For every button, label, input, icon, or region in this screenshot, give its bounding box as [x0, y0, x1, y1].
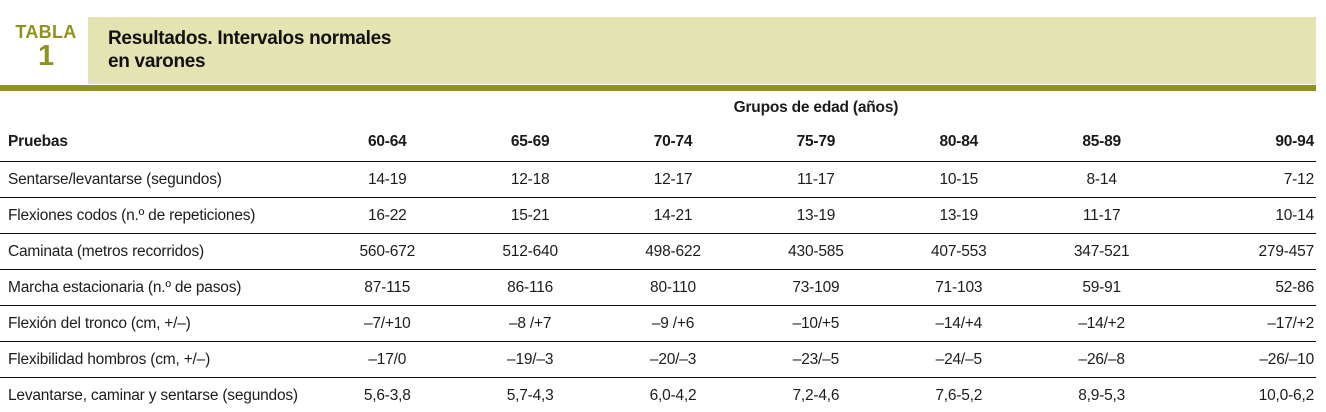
table-kicker: TABLA — [15, 22, 77, 42]
results-table: Grupos de edad (años) Pruebas 60-64 65-69 7… — [0, 91, 1316, 412]
value-cell: –26/–8 — [1030, 341, 1174, 378]
table-title-line-2: en varones — [108, 51, 206, 72]
table-row: Sentarse/levantarse (segundos) 14-19 12-18… — [0, 161, 1316, 198]
age-group-header: Grupos de edad (años) — [733, 99, 899, 116]
value-cell: 71-103 — [887, 269, 1031, 306]
column-header-age-90-94: 90-94 — [1173, 117, 1316, 162]
column-header-age-80-84: 80-84 — [887, 117, 1031, 162]
value-cell: 560-672 — [315, 233, 459, 270]
value-cell: –24/–5 — [887, 341, 1031, 378]
value-cell: 14-21 — [601, 197, 745, 234]
accent-rule — [0, 85, 1316, 91]
value-cell: 5,7-4,3 — [506, 386, 554, 404]
column-header-age-60-64: 60-64 — [315, 117, 459, 162]
value-cell: –7/+10 — [315, 305, 459, 342]
value-cell: –9 /+6 — [601, 305, 745, 342]
table-header: TABLA 1 Resultados. Intervalos normales … — [0, 0, 1326, 85]
value-cell: 10,0-6,2 — [1258, 386, 1314, 404]
table-row: Flexibilidad hombros (cm, +/–) –17/0 –19/–… — [0, 341, 1316, 378]
value-cell: 279-457 — [1173, 233, 1316, 270]
value-cell: 6,0-4,2 — [649, 386, 697, 404]
value-cell: –26/–10 — [1173, 341, 1316, 378]
table-row: Marcha estacionaria (n.º de pasos) 87-115… — [0, 269, 1316, 306]
column-header-age-75-79: 75-79 — [744, 117, 888, 162]
row-label: Flexiones codos (n.º de repeticiones) — [0, 197, 316, 234]
value-cell: –23/–5 — [744, 341, 888, 378]
value-cell: 59-91 — [1030, 269, 1174, 306]
value-cell: 11-17 — [744, 161, 888, 198]
value-cell: 12-17 — [601, 161, 745, 198]
value-cell: –19/–3 — [458, 341, 602, 378]
table-row: Caminata (metros recorridos) 560-672 512-6… — [0, 233, 1316, 270]
value-cell: 8,9-5,3 — [1078, 386, 1126, 404]
value-cell: 5,6-3,8 — [363, 386, 411, 404]
value-cell: 13-19 — [887, 197, 1031, 234]
value-cell: 7-12 — [1173, 161, 1316, 198]
column-header-age-65-69: 65-69 — [458, 117, 602, 162]
row-label: Marcha estacionaria (n.º de pasos) — [0, 269, 316, 306]
value-cell: 86-116 — [458, 269, 602, 306]
value-cell: 7,2-4,6 — [792, 386, 840, 404]
value-cell: –10/+5 — [744, 305, 888, 342]
row-label: Flexión del tronco (cm, +/–) — [0, 305, 316, 342]
value-cell: 14-19 — [315, 161, 459, 198]
value-cell: 52-86 — [1173, 269, 1316, 306]
value-cell: –14/+4 — [887, 305, 1031, 342]
column-header-age-85-89: 85-89 — [1030, 117, 1174, 162]
value-cell: 13-19 — [744, 197, 888, 234]
value-cell: –8 /+7 — [458, 305, 602, 342]
table-row: Flexión del tronco (cm, +/–) –7/+10 –8 /+7… — [0, 305, 1316, 342]
value-cell: 10-15 — [887, 161, 1031, 198]
value-cell: 10-14 — [1173, 197, 1316, 234]
value-cell: 7,6-5,2 — [935, 386, 983, 404]
value-cell: 8-14 — [1030, 161, 1174, 198]
value-cell: –14/+2 — [1030, 305, 1174, 342]
row-label: Caminata (metros recorridos) — [0, 233, 316, 270]
table-title-line-1: Resultados. Intervalos normales — [108, 28, 392, 49]
group-header-spacer — [0, 91, 316, 117]
table-row: Flexiones codos (n.º de repeticiones) 16-… — [0, 197, 1316, 234]
value-cell: 512-640 — [458, 233, 602, 270]
value-cell: –17/+2 — [1173, 305, 1316, 342]
title-band: Resultados. Intervalos normales en varon… — [88, 17, 1316, 84]
value-cell: –17/0 — [315, 341, 459, 378]
value-cell: 16-22 — [315, 197, 459, 234]
column-header-age-70-74: 70-74 — [601, 117, 745, 162]
column-header-pruebas: Pruebas — [0, 117, 316, 162]
column-header-row: Pruebas 60-64 65-69 70-74 75-79 80-84 85-89 90-… — [0, 117, 1316, 162]
value-cell: 407-553 — [887, 233, 1031, 270]
table-number-badge: TABLA 1 — [12, 22, 80, 72]
value-cell: 11-17 — [1030, 197, 1174, 234]
row-label: Sentarse/levantarse (segundos) — [0, 161, 316, 198]
value-cell: –20/–3 — [601, 341, 745, 378]
value-cell: 73-109 — [744, 269, 888, 306]
row-label: Flexibilidad hombros (cm, +/–) — [0, 341, 316, 378]
value-cell: 498-622 — [601, 233, 745, 270]
value-cell: 430-585 — [744, 233, 888, 270]
value-cell: 80-110 — [601, 269, 745, 306]
age-group-header-row: Grupos de edad (años) — [0, 91, 1316, 117]
row-label: Levantarse, caminar y sentarse (segundos… — [8, 386, 298, 404]
value-cell: 12-18 — [458, 161, 602, 198]
table-number: 1 — [38, 40, 54, 72]
value-cell: 347-521 — [1030, 233, 1174, 270]
value-cell: 15-21 — [458, 197, 602, 234]
value-cell: 87-115 — [315, 269, 459, 306]
table-row: Levantarse, caminar y sentarse (segundos… — [0, 378, 1316, 412]
table-title: Resultados. Intervalos normales en varon… — [88, 17, 1316, 73]
